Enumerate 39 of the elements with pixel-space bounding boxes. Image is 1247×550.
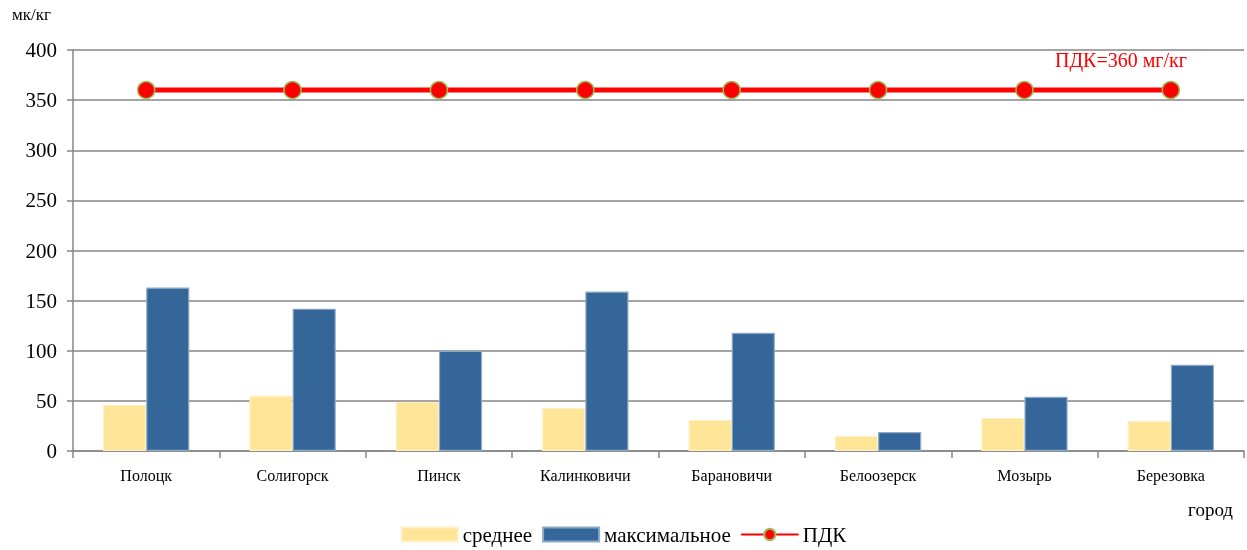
x-tick-label: Полоцк [120, 466, 173, 485]
bar [395, 401, 439, 451]
y-tick-label: 400 [25, 38, 57, 62]
y-tick-label: 50 [36, 388, 57, 413]
y-tick-label: 0 [46, 439, 57, 463]
x-tick-label: Пинск [417, 466, 461, 484]
x-tick-label: Березовка [1136, 466, 1205, 485]
x-tick-label: Калинковичи [540, 466, 631, 484]
bar [1127, 420, 1171, 451]
bar [103, 404, 147, 451]
y-tick-label: 100 [25, 338, 57, 363]
bar [981, 417, 1025, 451]
bar [834, 435, 879, 451]
bar [878, 431, 922, 451]
bar [146, 287, 190, 451]
legend-label: ПДК [802, 522, 848, 547]
legend-label: среднее [462, 522, 533, 547]
bar [1170, 364, 1214, 451]
bar [249, 395, 293, 451]
bar [585, 291, 629, 451]
y-axis-title: мк/кг [12, 5, 51, 24]
bar [1024, 396, 1068, 451]
y-tick-label: 350 [25, 88, 57, 113]
x-tick-label: Белоозерск [839, 466, 917, 485]
x-tick-label: Барановичи [691, 466, 773, 485]
bar [688, 419, 732, 451]
legend-label: максимальное [604, 522, 731, 547]
annotation: ПДК=360 мг/кг [1054, 49, 1188, 72]
bar [438, 350, 483, 451]
bar [542, 407, 586, 451]
x-tick-label: Солигорск [256, 466, 329, 485]
y-tick-label: 200 [25, 238, 57, 263]
y-tick-label: 150 [25, 288, 57, 313]
x-axis-title: город [1188, 499, 1234, 520]
x-tick-label: Мозырь [997, 466, 1052, 485]
y-tick-label: 300 [25, 138, 57, 163]
y-tick-label: 250 [25, 188, 57, 213]
bar [731, 332, 775, 451]
bar [292, 308, 336, 451]
